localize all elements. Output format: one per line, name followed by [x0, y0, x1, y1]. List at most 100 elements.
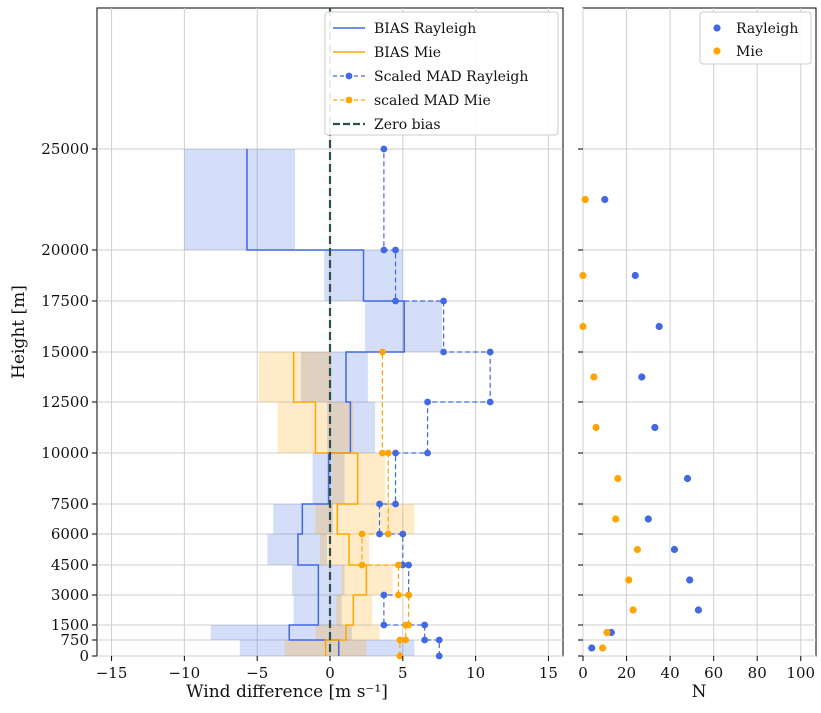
y-tick-label: 750 — [60, 631, 89, 649]
series-points — [358, 145, 703, 660]
mie-count-point — [590, 373, 598, 381]
mad-rayleigh-line-point — [380, 145, 388, 153]
x-axis-label: Wind difference [m s⁻¹] — [186, 682, 388, 702]
legend-box — [324, 11, 559, 136]
legend-label: BIAS Mie — [374, 45, 441, 61]
mad-mie-line-point — [358, 561, 366, 569]
mad-mie-line-point — [405, 621, 413, 629]
mad-rayleigh-line-point — [405, 561, 413, 569]
y-tick-label: 7500 — [51, 495, 89, 513]
mie-count-point — [603, 628, 611, 637]
y-tick-label: 15000 — [41, 343, 89, 361]
mad-mie-line-point — [402, 636, 410, 644]
mad-mie-line-point — [379, 348, 386, 356]
mad-mie-line-point — [396, 636, 404, 644]
mie-count-point — [612, 515, 620, 523]
mad-mie-line-point — [384, 449, 392, 457]
x-tick-label: 5 — [398, 664, 408, 682]
legend-label: Scaled MAD Rayleigh — [374, 69, 528, 85]
right-plot-frame — [582, 7, 817, 657]
right-ticks: 0 20 40 60 80 100 — [578, 148, 815, 682]
n-tick-label: 80 — [748, 664, 767, 682]
n-tick-label: 40 — [661, 664, 680, 682]
rayleigh-count-point — [694, 606, 703, 614]
mad-rayleigh-line-point — [392, 449, 399, 457]
y-tick-label: 3000 — [51, 586, 89, 604]
mad-rayleigh-line-point — [376, 500, 383, 508]
mad-rayleigh-line-point — [380, 246, 388, 254]
n-legend-label: Rayleigh — [736, 21, 798, 37]
mad-mie-line-point — [358, 530, 366, 538]
bias-rayleigh-line — [246, 149, 406, 656]
mad-rayleigh-line-point — [440, 348, 447, 356]
y-tick-label: 25000 — [41, 140, 89, 158]
mad-mie-line-point — [384, 530, 392, 538]
x-tick-label: −15 — [96, 664, 128, 682]
mie-bias-band — [258, 352, 332, 402]
mie-count-point — [598, 644, 607, 652]
y-tick-label: 6000 — [51, 525, 89, 543]
mad-rayleigh-line-point — [399, 530, 407, 538]
x-tick-label: 0 — [325, 664, 335, 682]
mad-mie-line-point — [395, 561, 402, 569]
left-legend: BIAS Rayleigh BIAS Mie Scaled MAD Rayleigh… — [324, 11, 559, 136]
mad-rayleigh-line-point — [424, 449, 431, 457]
n-legend-box — [699, 11, 812, 65]
left-ticks: 0750150030004500600075001000012500150001… — [41, 140, 558, 682]
n-legend-marker — [713, 47, 721, 55]
rayleigh-count-point — [655, 322, 663, 331]
legend-label: scaled MAD Mie — [374, 93, 491, 109]
mad-rayleigh-line-point — [392, 500, 399, 508]
y-tick-label: 10000 — [41, 444, 89, 462]
rayleigh-count-point — [651, 423, 659, 432]
mie-bias-band — [315, 625, 380, 640]
n-tick-label: 60 — [704, 664, 723, 682]
y-tick-label: 4500 — [51, 556, 89, 574]
legend-label: Zero bias — [374, 117, 441, 133]
n-axis-label: N — [692, 682, 707, 702]
mad-rayleigh-line-point — [421, 621, 429, 629]
rayleigh-count-point — [631, 271, 639, 280]
x-tick-label: −10 — [169, 664, 201, 682]
mad-rayleigh-line-point — [435, 652, 443, 660]
y-tick-label: 0 — [79, 647, 89, 665]
legend-swatch-marker — [345, 72, 353, 80]
y-axis-label: Height [m] — [9, 285, 29, 379]
right-grid — [582, 8, 816, 657]
mie-count-point — [625, 576, 633, 584]
rayleigh-bias-band — [210, 625, 352, 640]
y-tick-label: 17500 — [41, 292, 89, 310]
mad-rayleigh-line-point — [486, 398, 494, 406]
rayleigh-count-point — [670, 545, 679, 554]
mad-rayleigh-line-point — [486, 348, 494, 356]
rayleigh-count-point — [683, 474, 692, 483]
x-tick-label: 10 — [466, 664, 485, 682]
mad-rayleigh-line-point — [440, 297, 447, 305]
y-tick-label: 12500 — [41, 393, 89, 411]
n-tick-label: 20 — [617, 664, 636, 682]
mad-rayleigh-line-point — [421, 636, 429, 644]
mie-count-point — [581, 195, 589, 204]
n-tick-label: 100 — [786, 664, 815, 682]
mie-count-point — [579, 271, 587, 280]
mad-rayleigh-line-point — [376, 530, 383, 538]
mad-rayleigh-line-point — [392, 246, 399, 254]
mie-bias-band — [319, 534, 370, 565]
mad-mie-line-point — [396, 652, 404, 660]
n-tick-label: 0 — [578, 664, 588, 682]
rayleigh-count-point — [588, 644, 596, 652]
rayleigh-count-point — [644, 515, 652, 523]
mad-rayleigh-line-point — [380, 591, 388, 599]
mie-count-point — [579, 322, 587, 331]
n-legend-marker — [713, 24, 721, 32]
rayleigh-bias-band — [184, 149, 296, 250]
mad-mie-line-point — [379, 449, 386, 457]
bias-mie-line — [292, 352, 368, 656]
rayleigh-bias-band — [300, 352, 368, 402]
legend-swatch-marker — [345, 96, 353, 104]
mie-count-point — [614, 474, 622, 483]
rayleigh-count-point — [601, 195, 609, 204]
x-tick-label: 15 — [539, 664, 558, 682]
mad-rayleigh-line-point — [424, 398, 431, 406]
